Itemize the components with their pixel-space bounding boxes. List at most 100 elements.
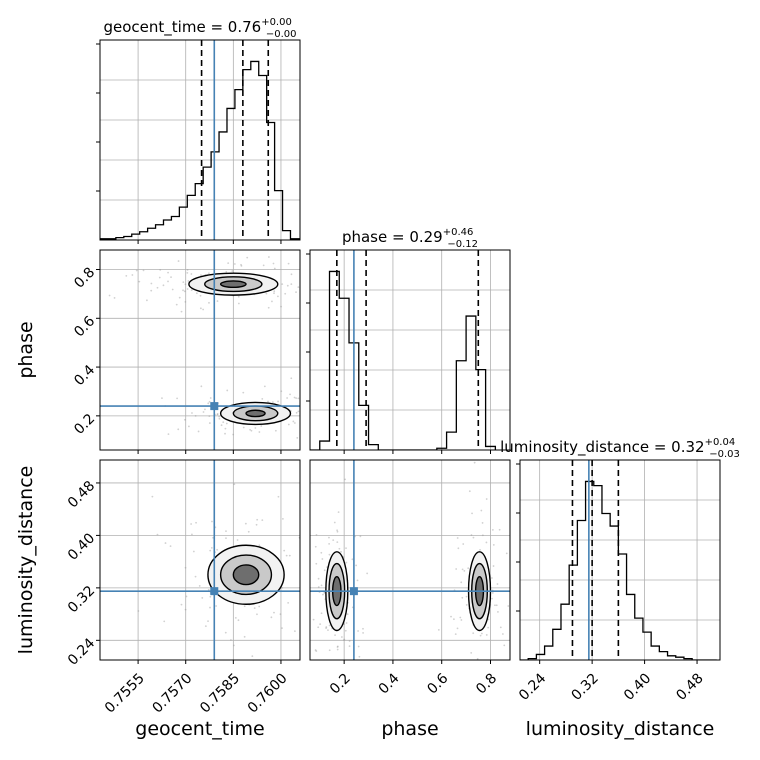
scatter-point bbox=[244, 522, 247, 525]
scatter-point bbox=[167, 271, 169, 274]
scatter-point bbox=[177, 428, 180, 431]
scatter-point bbox=[222, 421, 225, 424]
scatter-point bbox=[204, 408, 206, 411]
scatter-point bbox=[261, 519, 264, 522]
scatter-point bbox=[267, 306, 270, 309]
scatter-point bbox=[198, 585, 201, 587]
scatter-point bbox=[487, 626, 490, 629]
y-tick-label: 0.2 bbox=[71, 411, 98, 438]
scatter-point bbox=[216, 413, 219, 415]
scatter-point bbox=[295, 411, 298, 414]
scatter-point bbox=[287, 602, 290, 604]
scatter-point bbox=[201, 597, 204, 599]
scatter-point bbox=[215, 605, 217, 607]
scatter-point bbox=[180, 603, 183, 606]
scatter-point bbox=[316, 548, 318, 550]
scatter-point bbox=[322, 593, 324, 596]
scatter-point bbox=[325, 627, 328, 630]
scatter-point bbox=[337, 661, 339, 663]
scatter-point bbox=[325, 626, 328, 628]
scatter-point bbox=[131, 274, 134, 276]
x-tick-label: 0.32 bbox=[569, 670, 602, 703]
panel-geocent_time-phase: 0.2 0.4 0.6 0.8 bbox=[71, 249, 324, 454]
scatter-point bbox=[322, 288, 324, 290]
scatter-point bbox=[303, 653, 305, 655]
scatter-point bbox=[323, 592, 326, 594]
scatter-point bbox=[207, 620, 209, 623]
scatter-point bbox=[145, 299, 148, 302]
scatter-point bbox=[311, 676, 313, 678]
scatter-point bbox=[199, 294, 202, 297]
scatter-point bbox=[258, 544, 261, 547]
scatter-point bbox=[138, 280, 141, 283]
scatter-point bbox=[336, 541, 339, 543]
scatter-point bbox=[342, 668, 344, 670]
scatter-point bbox=[225, 530, 227, 533]
scatter-point bbox=[307, 421, 309, 423]
scatter-point bbox=[289, 393, 291, 396]
scatter-point bbox=[202, 308, 205, 311]
scatter-point bbox=[344, 629, 347, 632]
scatter-point bbox=[316, 494, 318, 496]
title-main: phase = 0.29 bbox=[342, 228, 443, 246]
title-plus: +0.46 bbox=[443, 227, 474, 238]
scatter-point bbox=[207, 588, 210, 591]
scatter-point bbox=[307, 284, 309, 286]
title-minus: −0.00 bbox=[266, 29, 297, 40]
scatter-point bbox=[161, 397, 163, 399]
scatter-point bbox=[345, 561, 348, 564]
contours-phase_vs_geocent_time bbox=[108, 256, 324, 439]
scatter-point bbox=[320, 612, 323, 615]
scatter-point bbox=[190, 289, 193, 292]
scatter-point bbox=[472, 632, 475, 635]
scatter-point bbox=[315, 592, 317, 594]
scatter-point bbox=[232, 433, 235, 436]
panel-frame bbox=[99, 39, 301, 241]
scatter-point bbox=[312, 618, 315, 621]
scatter-point bbox=[356, 579, 359, 582]
scatter-point bbox=[457, 547, 460, 550]
scatter-point bbox=[177, 260, 180, 262]
scatter-point bbox=[491, 577, 493, 579]
scatter-point bbox=[280, 390, 283, 393]
y-tick-label: 0.48 bbox=[65, 478, 98, 511]
scatter-point bbox=[170, 276, 172, 278]
scatter-point bbox=[491, 592, 494, 594]
scatter-point bbox=[240, 263, 242, 266]
scatter-point bbox=[315, 299, 317, 301]
scatter-point bbox=[311, 385, 313, 387]
scatter-point bbox=[274, 429, 277, 432]
scatter-point bbox=[492, 565, 495, 567]
scatter-point bbox=[225, 422, 228, 425]
scatter-point bbox=[276, 295, 279, 298]
scatter-point bbox=[336, 529, 339, 532]
scatter-point bbox=[479, 634, 482, 637]
scatter-point bbox=[234, 616, 237, 619]
panel-frame bbox=[99, 459, 301, 661]
y-tick-label: 0.40 bbox=[65, 530, 98, 563]
scatter-point bbox=[218, 415, 221, 418]
histogram-geocent_time bbox=[100, 60, 300, 240]
x-tick-label: 0.40 bbox=[621, 670, 654, 703]
scatter-point bbox=[113, 297, 116, 299]
scatter-point bbox=[271, 401, 274, 404]
scatter-point bbox=[290, 377, 293, 380]
scatter-point bbox=[492, 543, 495, 546]
x-tick-label: 0.7600 bbox=[245, 670, 291, 716]
scatter-point bbox=[290, 283, 293, 285]
scatter-point bbox=[461, 568, 464, 571]
scatter-point bbox=[273, 290, 276, 293]
scatter-point bbox=[358, 655, 361, 658]
scatter-point bbox=[316, 423, 318, 425]
scatter-point bbox=[169, 545, 172, 548]
scatter-point bbox=[108, 294, 111, 297]
scatter-point bbox=[209, 549, 212, 552]
scatter-point bbox=[208, 422, 211, 424]
scatter-point bbox=[323, 515, 325, 517]
scatter-point bbox=[290, 273, 293, 276]
scatter-point bbox=[208, 415, 211, 418]
title-luminosity_distance: luminosity_distance = 0.32+0.04 −0.03 bbox=[500, 437, 740, 460]
scatter-point bbox=[258, 431, 261, 433]
scatter-point bbox=[453, 618, 455, 621]
